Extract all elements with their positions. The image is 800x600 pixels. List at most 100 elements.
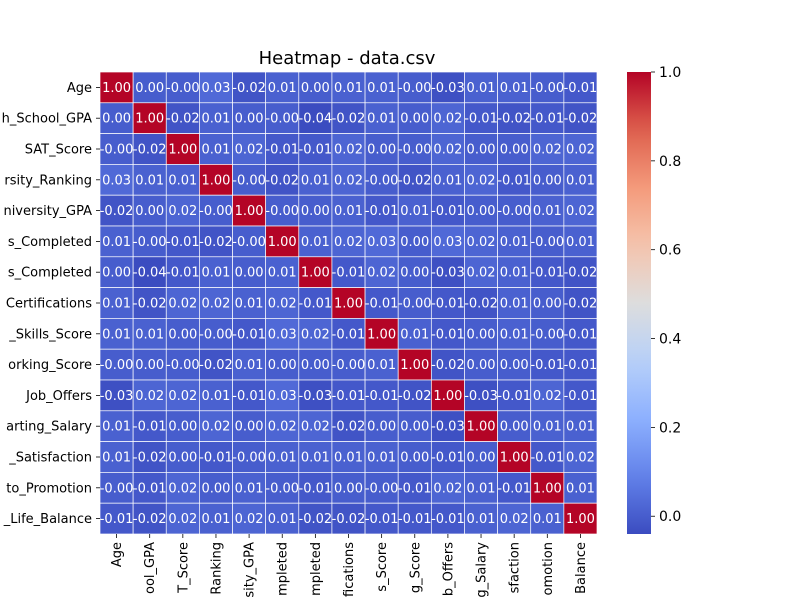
cell-value-label: -0.01 [133,481,167,496]
heatmap-cell [530,441,565,473]
cell-value-label: -0.01 [398,481,432,496]
heatmap-cell [199,348,233,381]
cell-value-label: -0.01 [431,451,465,466]
cell-value-label: 0.01 [500,297,529,312]
heatmap-cell [364,194,399,227]
cell-value-label: 0.00 [400,112,429,127]
cell-value-label: 0.02 [301,327,330,342]
heatmap-cell [563,287,598,319]
cell-value-label: -0.00 [265,112,299,127]
heatmap-cell [464,472,498,504]
heatmap-cell [298,441,333,473]
heatmap-cell [99,502,134,535]
column-label: Age [110,542,125,567]
cell-value-label: -0.01 [497,173,531,188]
cell-value-label: -0.03 [464,389,498,404]
heatmap-cell [397,379,432,412]
cell-value-label: 0.00 [467,143,496,158]
cell-value-label: -0.02 [265,173,299,188]
cell-value-label: 0.01 [301,235,330,250]
heatmap-cell [99,164,134,196]
heatmap-cell [99,441,134,473]
cell-value-label: 0.01 [566,235,595,250]
cell-value-label: 0.01 [433,173,462,188]
heatmap-cell [397,225,432,258]
cell-value-label: -0.01 [332,266,366,281]
cell-value-label: 0.01 [367,451,396,466]
heatmap-cell [530,256,565,288]
heatmap-cell [563,502,598,535]
heatmap-cell [464,225,498,258]
heatmap-cell [397,348,432,381]
cell-value-label: -0.00 [365,481,399,496]
heatmap-cell [165,164,200,196]
cell-value-label: -0.00 [332,358,366,373]
cell-value-label: -0.01 [332,389,366,404]
cell-value-label: 0.00 [268,358,297,373]
cell-value-label: -0.01 [232,327,266,342]
cell-value-label: -0.02 [166,112,200,127]
heatmap-cell [397,256,432,288]
cell-value-label: -0.01 [398,512,432,527]
cell-value-label: 0.01 [500,266,529,281]
row-label: _Satisfaction [8,451,92,466]
heatmap-cell [464,102,498,134]
heatmap-cell [530,102,565,134]
cell-value-label: 0.00 [467,327,496,342]
heatmap-cell [331,410,366,442]
heatmap-cell [132,102,167,134]
cell-value-label: -0.02 [564,297,598,312]
cell-value-label: 0.00 [135,81,164,96]
cell-value-label: 0.02 [135,389,164,404]
cell-value-label: -0.00 [530,81,564,96]
row-label: h_School_GPA [2,112,92,127]
cell-value-label: 0.01 [102,297,131,312]
heatmap-cell [298,379,333,412]
heatmap-cell [232,164,267,196]
heatmap-cell [132,164,167,196]
cell-value-label: 0.01 [467,81,496,96]
cell-value-label: -0.02 [564,266,598,281]
cell-value-label: -0.00 [232,173,266,188]
heatmap-cell [265,256,300,288]
cell-value-label: 0.01 [102,420,131,435]
heatmap-cell [397,287,432,319]
cell-value-label: -0.01 [232,389,266,404]
cell-value-label: 0.00 [334,481,363,496]
heatmap-cell [132,287,167,319]
cell-value-label: 0.01 [500,327,529,342]
heatmap-cell [165,410,200,442]
heatmap-cell [530,225,565,258]
cell-value-label: -0.02 [464,297,498,312]
heatmap-cell [364,318,399,350]
heatmap-cell [331,318,366,350]
heatmap-cell [497,410,532,442]
row-label: s_Completed [8,266,92,281]
cell-value-label: 0.03 [268,327,297,342]
heatmap-cell [563,410,598,442]
row-label: _Skills_Score [8,327,92,342]
column-label: g_Score [408,542,423,593]
heatmap-cell [430,318,465,350]
row-label: SAT_Score [25,143,92,158]
cell-value-label: 0.02 [334,173,363,188]
cell-value-label: -0.01 [100,512,134,527]
cell-value-label: -0.01 [332,327,366,342]
cell-value-label: -0.00 [398,297,432,312]
cell-value-label: 0.01 [268,266,297,281]
cell-value-label: 0.00 [235,420,264,435]
heatmap-cell [364,225,399,258]
heatmap-cell [430,164,465,196]
cell-value-label: -0.01 [365,512,399,527]
cell-value-label: 0.00 [168,420,197,435]
cell-value-label: 0.02 [367,266,396,281]
heatmap-cell [132,318,167,350]
cell-value-label: 0.02 [467,235,496,250]
cell-value-label: 0.00 [533,297,562,312]
column-label: b_Offers [441,542,456,596]
cell-value-label: 0.01 [102,451,131,466]
cell-value-label: -0.02 [232,81,266,96]
heatmap-cell [232,256,267,288]
cell-value-label: 0.02 [433,112,462,127]
cell-value-label: 1.00 [533,481,562,496]
